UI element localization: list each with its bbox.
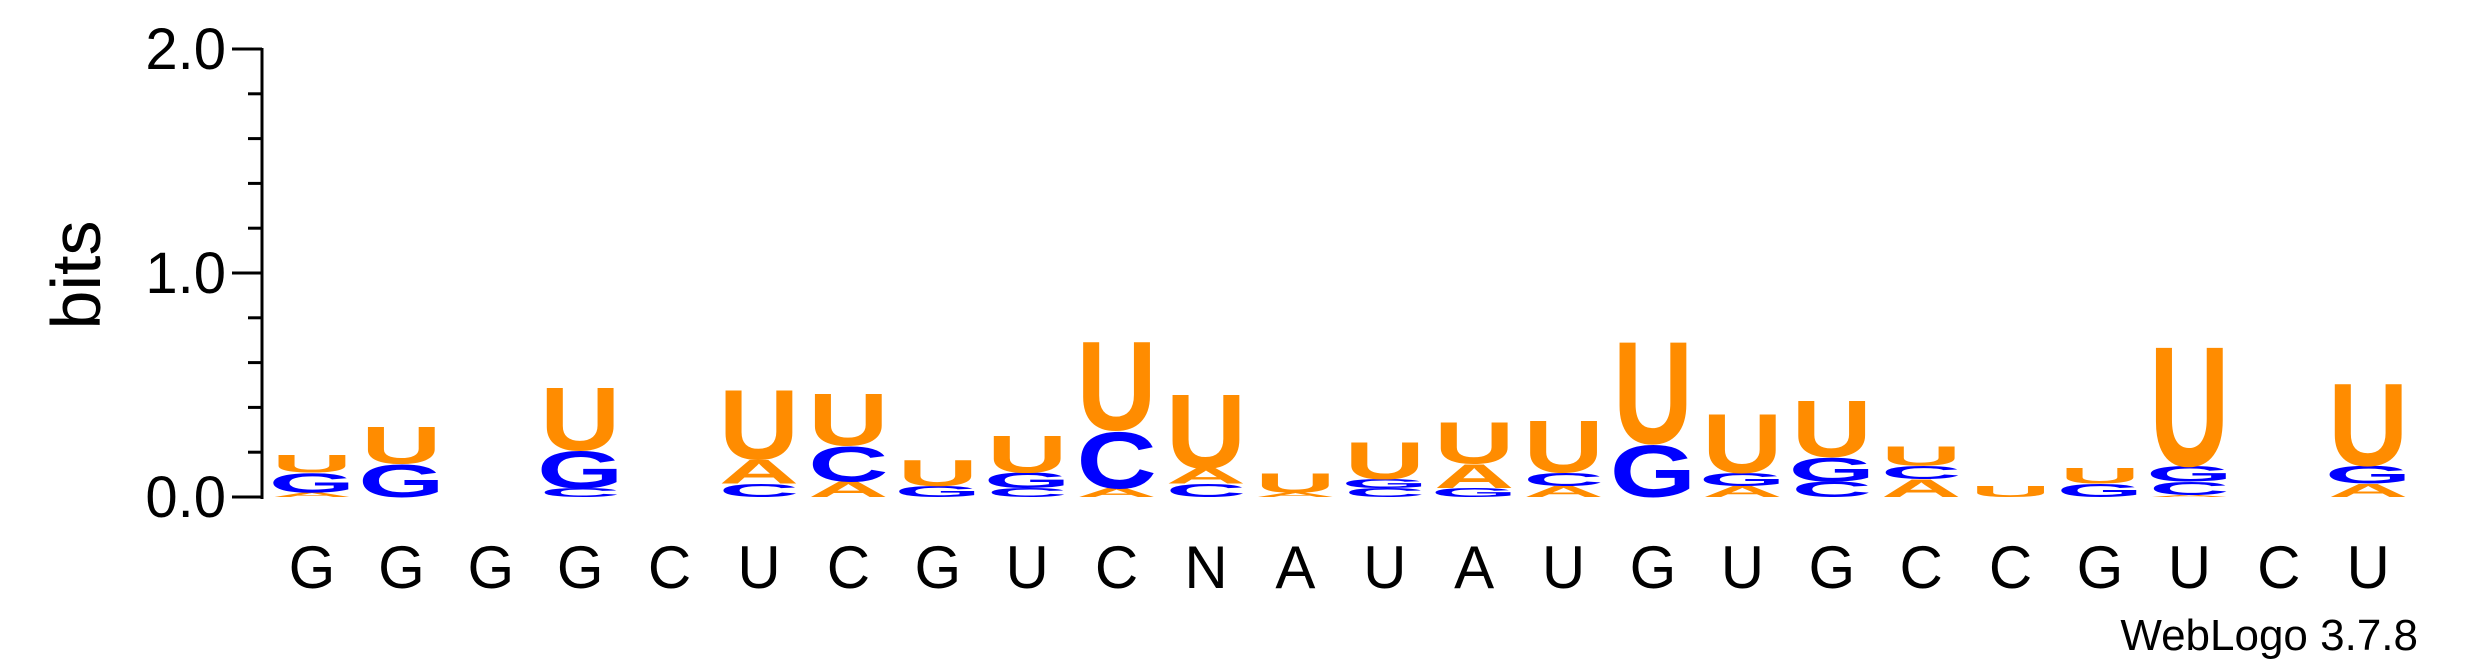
logo-letter-C: C	[2149, 478, 2229, 499]
logo-letter-A: A	[1076, 486, 1156, 500]
logo-letter-U: U	[1613, 310, 1693, 474]
x-tick-label: C	[648, 534, 691, 601]
logo-letter-U: U	[1166, 372, 1246, 490]
logo-letter-A: A	[2328, 480, 2408, 501]
logo-letter-C: C	[540, 486, 620, 500]
logo-letter-U: U	[2328, 359, 2408, 491]
logo-letter-G: G	[1431, 486, 1517, 500]
weblogo-credit: WebLogo 3.7.8	[2120, 611, 2418, 660]
x-tick-label: C	[1095, 534, 1138, 601]
logo-letter-G: G	[2146, 462, 2232, 486]
logo-letter-U: U	[719, 370, 799, 480]
logo-letter-G: G	[1342, 477, 1428, 491]
x-tick-label: A	[1275, 534, 1315, 601]
x-tick-label: U	[737, 534, 780, 601]
logo-letter-G: G	[1699, 469, 1785, 490]
y-axis-label: bits	[37, 221, 115, 330]
logo-letter-U: U	[1970, 483, 2050, 500]
logo-letter-A: A	[1255, 491, 1335, 498]
x-tick-label: G	[289, 534, 336, 601]
logo-letter-U: U	[540, 369, 620, 470]
x-tick-label: G	[2077, 534, 2124, 601]
logo-letter-A: A	[1881, 475, 1961, 503]
x-tick-label: G	[378, 534, 425, 601]
y-tick-label: 2.0	[145, 17, 226, 82]
logo-letter-U: U	[1523, 405, 1603, 489]
logo-letter-C: C	[719, 480, 799, 501]
logo-letter-G: G	[537, 441, 623, 500]
x-tick-label: U	[1363, 534, 1406, 601]
x-tick-label: N	[1184, 534, 1227, 601]
logo-letter-A: A	[1434, 458, 1514, 496]
logo-letter-C: C	[1523, 469, 1603, 490]
x-tick-label: G	[557, 534, 604, 601]
logo-letter-U: U	[1434, 410, 1514, 476]
logo-letter-C: C	[1076, 415, 1156, 506]
x-tick-label: U	[1006, 534, 1049, 601]
logo-letter-U: U	[1702, 396, 1782, 490]
x-tick-label: G	[1630, 534, 1677, 601]
logo-letter-A: A	[1702, 483, 1782, 500]
y-axis: 0.0 1.0 2.0	[145, 17, 264, 530]
logo-letter-U: U	[1255, 468, 1335, 499]
x-tick-label: U	[2347, 534, 2390, 601]
y-tick-label: 1.0	[145, 241, 226, 306]
logo-letter-A: A	[272, 491, 352, 498]
x-tick-label: G	[467, 534, 514, 601]
logo-letter-A: A	[1523, 483, 1603, 500]
logo-letter-G: G	[1610, 430, 1696, 514]
logo-letter-U: U	[987, 425, 1067, 484]
x-tick-label: U	[1542, 534, 1585, 601]
logo-letter-A: A	[719, 453, 799, 491]
y-tick-label: 0.0	[145, 465, 226, 530]
x-tick-label: C	[2257, 534, 2300, 601]
x-tick-label: C	[1989, 534, 2032, 601]
logo-letter-U: U	[898, 452, 978, 494]
logo-letter-G: G	[984, 468, 1070, 492]
x-tick-label: C	[827, 534, 870, 601]
logo-letter-A: A	[1166, 464, 1246, 488]
logo-letter-U: U	[2060, 464, 2140, 488]
x-tick-label: U	[1721, 534, 1764, 601]
logo-letter-U: U	[1345, 432, 1425, 491]
logo-letter-G: G	[269, 468, 355, 499]
x-tick-label: G	[1808, 534, 1855, 601]
logo-letter-G: G	[358, 455, 444, 507]
logo-letter-G: G	[895, 483, 981, 500]
logo-letter-G: G	[2325, 461, 2411, 489]
x-tick-label: C	[1900, 534, 1943, 601]
x-tick-label: G	[914, 534, 961, 601]
logo-letter-U: U	[808, 378, 888, 462]
x-tick-label: A	[1454, 534, 1494, 601]
logo-letter-C: C	[808, 437, 888, 493]
logo-letter-U: U	[1881, 441, 1961, 472]
logo-letter-G: G	[1789, 451, 1875, 489]
x-tick-label: U	[2168, 534, 2211, 601]
logo-letter-C: C	[1345, 486, 1425, 500]
logo-letter-C: C	[1792, 477, 1872, 501]
logo-letter-C: C	[987, 486, 1067, 500]
logo-letter-U: U	[272, 450, 352, 478]
logo-letter-A: A	[808, 477, 888, 501]
logo-letter-U: U	[2149, 310, 2229, 502]
logo-letter-C: C	[1166, 480, 1246, 501]
logo-letter-A: A	[2149, 494, 2229, 497]
logo-letter-U: U	[1792, 383, 1872, 474]
logo-letter-U: U	[1076, 316, 1156, 458]
logo-letter-G: G	[2057, 480, 2143, 501]
logo-letter-U: U	[361, 416, 441, 475]
logo-letter-C: C	[1881, 462, 1961, 483]
